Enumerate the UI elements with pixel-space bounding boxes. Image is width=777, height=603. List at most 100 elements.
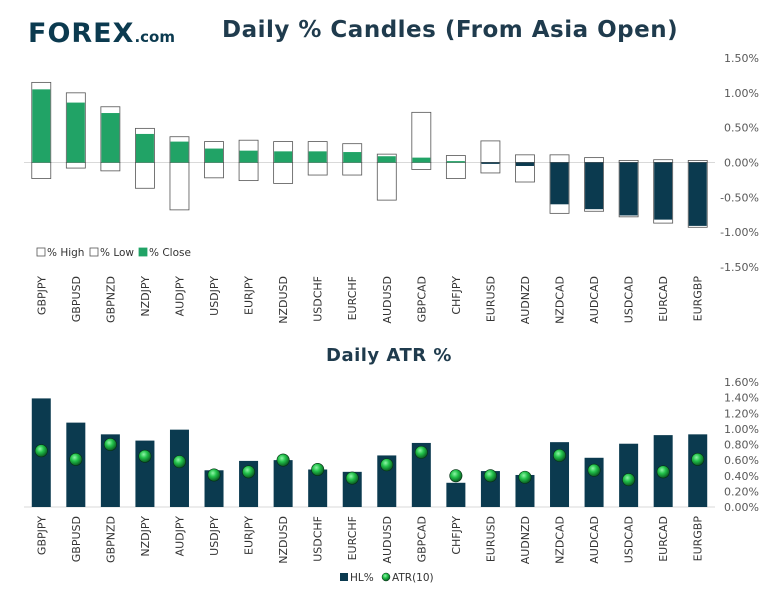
x-tick-label: USDCHF [312, 516, 325, 562]
close-bar-gbpnzd [101, 113, 120, 163]
atr-marker-chfjpy [449, 469, 463, 483]
y-tick-label: 1.40% [724, 392, 759, 405]
high-bar-nzdcad [549, 154, 570, 163]
y-tick-label: -1.00% [720, 226, 759, 239]
atr-marker-audjpy [172, 455, 186, 469]
atr-marker-nzdcad [553, 448, 567, 462]
x-tick-label: AUDJPY [173, 516, 186, 557]
legend-label-close: % Close [149, 247, 191, 259]
low-bar-audjpy [169, 162, 190, 211]
x-tick-label: AUDJPY [173, 276, 186, 317]
low-bar-nzdusd [273, 162, 294, 184]
close-bar-nzdjpy [135, 133, 154, 163]
x-tick-label: GBPUSD [70, 276, 83, 322]
close-bar-eurchf [343, 152, 362, 163]
atr-marker-audnzd [518, 470, 532, 484]
atr-marker-audcad [587, 463, 601, 477]
x-tick-label: EURGBP [692, 516, 705, 562]
logo-suffix: .com [134, 28, 175, 46]
x-tick-label: USDCAD [623, 516, 636, 563]
atr-marker-eurusd [483, 469, 497, 483]
forex-logo: FOREX.com [28, 18, 175, 49]
x-tick-label: NZDJPY [139, 516, 152, 557]
low-bar-eurjpy [238, 162, 259, 182]
close-bar-eurusd [481, 162, 500, 164]
low-bar-audusd [376, 162, 397, 201]
low-bar-usdjpy [204, 162, 224, 179]
atr-marker-gbpusd [69, 452, 83, 466]
x-tick-label: NZDCAD [554, 276, 567, 324]
high-bar-audcad [584, 157, 604, 163]
hl-bar-audnzd [515, 474, 535, 507]
x-tick-label: NZDCAD [554, 516, 567, 564]
x-tick-label: GBPJPY [35, 276, 48, 315]
atr-marker-nzdusd [276, 453, 290, 467]
low-bar-chfjpy [445, 162, 466, 179]
close-bar-eurjpy [239, 150, 258, 163]
hl-bar-gbpnzd [100, 434, 120, 507]
high-bar-eurcad [653, 159, 674, 163]
low-bar-gbpcad [411, 162, 432, 170]
y-tick-label: 1.50% [724, 52, 759, 65]
candles-chart: 1.50% 1.00% 0.50% 0.00% -0.50% -1.00% -1.50% GB… [24, 52, 759, 324]
logo-text: FOREX [28, 18, 135, 49]
x-tick-label: EURUSD [484, 516, 497, 562]
atr-marker-audusd [380, 458, 394, 472]
x-tick-label: EURCHF [346, 276, 359, 320]
x-tick-label: CHFJPY [450, 276, 463, 315]
close-bar-gbpcad [412, 157, 431, 163]
y-tick-label: 0.20% [724, 485, 759, 498]
legend-swatch-close [138, 247, 148, 257]
atr-marker-eurchf [345, 471, 359, 485]
x-tick-label: USDJPY [208, 516, 221, 556]
x-tick-label: GBPCAD [415, 516, 428, 562]
y-tick-label: -1.50% [720, 261, 759, 274]
atr-marker-gbpnzd [103, 437, 117, 451]
y-tick-label: 1.00% [724, 87, 759, 100]
y-tick-label: 1.20% [724, 407, 759, 420]
legend-swatch-high [36, 247, 46, 257]
legend-label-high: % High [47, 247, 84, 259]
x-tick-label: AUDNZD [519, 276, 532, 324]
atr-marker-gbpcad [414, 445, 428, 459]
x-tick-label: USDCHF [312, 276, 325, 322]
x-tick-label: CHFJPY [450, 516, 463, 555]
x-tick-label: NZDUSD [277, 276, 290, 324]
x-tick-label: AUDUSD [381, 276, 394, 324]
x-tick-label: GBPCAD [415, 276, 428, 322]
candles-chart-title: Daily % Candles (From Asia Open) [222, 17, 679, 43]
close-bar-audjpy [170, 141, 189, 163]
atr-marker-eurjpy [242, 465, 256, 479]
low-bar-gbpusd [65, 162, 86, 169]
hl-bar-chfjpy [446, 482, 466, 507]
low-bar-usdchf [307, 162, 328, 176]
atr-marker-eurcad [656, 465, 670, 479]
close-bar-chfjpy [446, 161, 465, 163]
hl-bar-audjpy [169, 429, 189, 507]
close-bar-audnzd [515, 162, 534, 166]
close-bar-audcad [585, 162, 604, 210]
x-tick-label: AUDNZD [519, 516, 532, 564]
atr-marker-eurgbp [691, 452, 705, 466]
legend-label-low: % Low [100, 247, 134, 259]
x-tick-label: GBPNZD [104, 516, 117, 563]
high-bar-audnzd [515, 154, 535, 163]
y-tick-label: 1.00% [724, 423, 759, 436]
low-bar-gbpnzd [100, 162, 121, 172]
x-tick-label: USDCAD [623, 276, 636, 323]
legend-marker-atr [381, 572, 391, 582]
legend-label-atr: ATR(10) [392, 572, 434, 584]
atr-marker-usdchf [311, 462, 325, 476]
close-bar-eurgbp [688, 162, 707, 226]
close-bar-nzdcad [550, 162, 569, 205]
close-bar-gbpusd [66, 102, 85, 163]
close-bar-usdchf [308, 151, 327, 163]
x-tick-label: USDJPY [208, 276, 221, 316]
y-tick-label: 0.40% [724, 470, 759, 483]
close-bar-audusd [377, 156, 396, 163]
x-tick-label: AUDCAD [588, 516, 601, 564]
y-tick-label: 0.60% [724, 454, 759, 467]
y-tick-label: 0.00% [724, 157, 759, 170]
x-tick-label: GBPJPY [35, 516, 48, 555]
